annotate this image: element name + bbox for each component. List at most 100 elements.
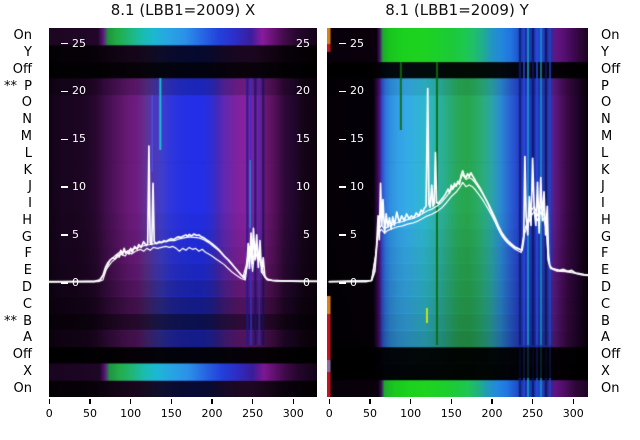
x-tick-mark [211,399,213,404]
x-tick-label: 0 [325,407,333,420]
y-tick-mark [61,186,68,188]
y-tick-mark [339,282,346,284]
row-label-left: C [22,296,32,312]
row-label-right: A [601,330,610,346]
x-tick-mark [450,399,452,404]
row-label-right: I [601,196,605,212]
x-tick-mark [532,399,534,404]
x-tick-mark [252,399,254,404]
row-label-right: P [601,78,609,94]
x-tick-label: 50 [362,407,377,420]
y-tick-label-right: 0 [303,275,310,289]
row-label-left: D [21,279,32,295]
row-label-left: B [23,313,32,329]
row-label-left: G [21,229,32,245]
row-label-right: X [601,363,610,379]
left-heatmap-canvas [49,28,317,397]
y-tick-mark [61,282,68,284]
row-label-right: M [601,129,613,145]
x-tick-mark [369,399,371,404]
row-label-left: K [23,162,32,178]
y-tick-label: 25 [350,36,364,50]
row-label-right: G [601,229,612,245]
row-label-right: J [601,179,605,195]
row-label-right: C [601,296,611,312]
y-tick-mark [61,90,68,93]
row-label-right: Off [601,61,621,77]
row-label-right: F [601,246,609,262]
x-tick-label: 100 [120,407,142,420]
row-label-left: N [22,112,32,128]
y-tick-label: 15 [350,132,364,146]
y-tick-label: 15 [72,132,86,146]
row-label-right: E [601,263,610,279]
row-label-right: L [601,145,609,161]
x-tick-mark [130,399,132,404]
row-label-left: Off [12,61,32,77]
row-label-left: On [13,28,32,44]
row-label-right: O [601,95,612,111]
y-tick-mark [339,186,346,188]
y-tick-label-right: 15 [296,132,310,146]
y-tick-mark [339,138,346,141]
row-label-left: A [23,330,32,346]
row-label-left: P [24,78,32,94]
x-tick-label: 300 [562,407,584,420]
row-label-left: O [21,95,32,111]
y-tick-mark [339,234,346,236]
row-star-marker: ** [4,78,17,94]
y-tick-label-right: 5 [303,227,310,241]
y-tick-label-right: 20 [296,84,310,98]
x-tick-label: 0 [45,407,53,420]
y-tick-label: 5 [350,227,357,241]
y-tick-label: 20 [350,84,364,98]
row-label-left: E [23,263,32,279]
row-label-left: Y [24,45,32,61]
x-tick-mark [572,399,574,404]
x-tick-mark [48,399,50,404]
right-heatmap-canvas [327,28,588,397]
x-tick-label: 250 [242,407,264,420]
row-label-left: F [24,246,32,262]
row-label-right: On [601,380,620,396]
x-tick-label: 100 [400,407,422,420]
y-tick-mark [61,42,68,45]
y-tick-label: 20 [72,84,86,98]
x-tick-mark [89,399,91,404]
row-label-right: N [601,112,611,128]
left-panel-title: 8.1 (LBB1=2009) X [110,1,256,19]
y-tick-label: 0 [72,275,79,289]
row-label-right: On [601,28,620,44]
row-label-left: J [28,179,32,195]
x-tick-label: 200 [201,407,223,420]
x-tick-label: 150 [160,407,182,420]
x-tick-label: 250 [522,407,544,420]
y-tick-mark [61,234,68,236]
x-tick-label: 50 [82,407,97,420]
row-label-right: H [601,212,611,228]
y-tick-mark [61,138,68,141]
y-tick-label: 10 [72,180,86,194]
y-tick-label-right: 10 [296,180,310,194]
row-label-right: B [601,313,610,329]
x-tick-mark [328,399,330,404]
x-tick-mark [491,399,493,404]
x-tick-label: 300 [282,407,304,420]
x-tick-label: 150 [440,407,462,420]
y-tick-label: 5 [72,227,79,241]
row-label-right: Off [601,347,621,363]
row-label-right: Y [601,45,609,61]
right-panel-title: 8.1 (LBB1=2009) Y [385,1,529,19]
row-label-left: On [13,380,32,396]
x-tick-mark [170,399,172,404]
row-label-left: I [28,196,32,212]
row-label-left: H [22,212,32,228]
y-tick-label: 0 [350,275,357,289]
row-label-left: X [23,363,32,379]
y-tick-label: 10 [350,180,364,194]
y-tick-mark [339,90,346,93]
y-tick-label-right: 25 [296,36,310,50]
x-tick-mark [410,399,412,404]
row-label-right: K [601,162,610,178]
